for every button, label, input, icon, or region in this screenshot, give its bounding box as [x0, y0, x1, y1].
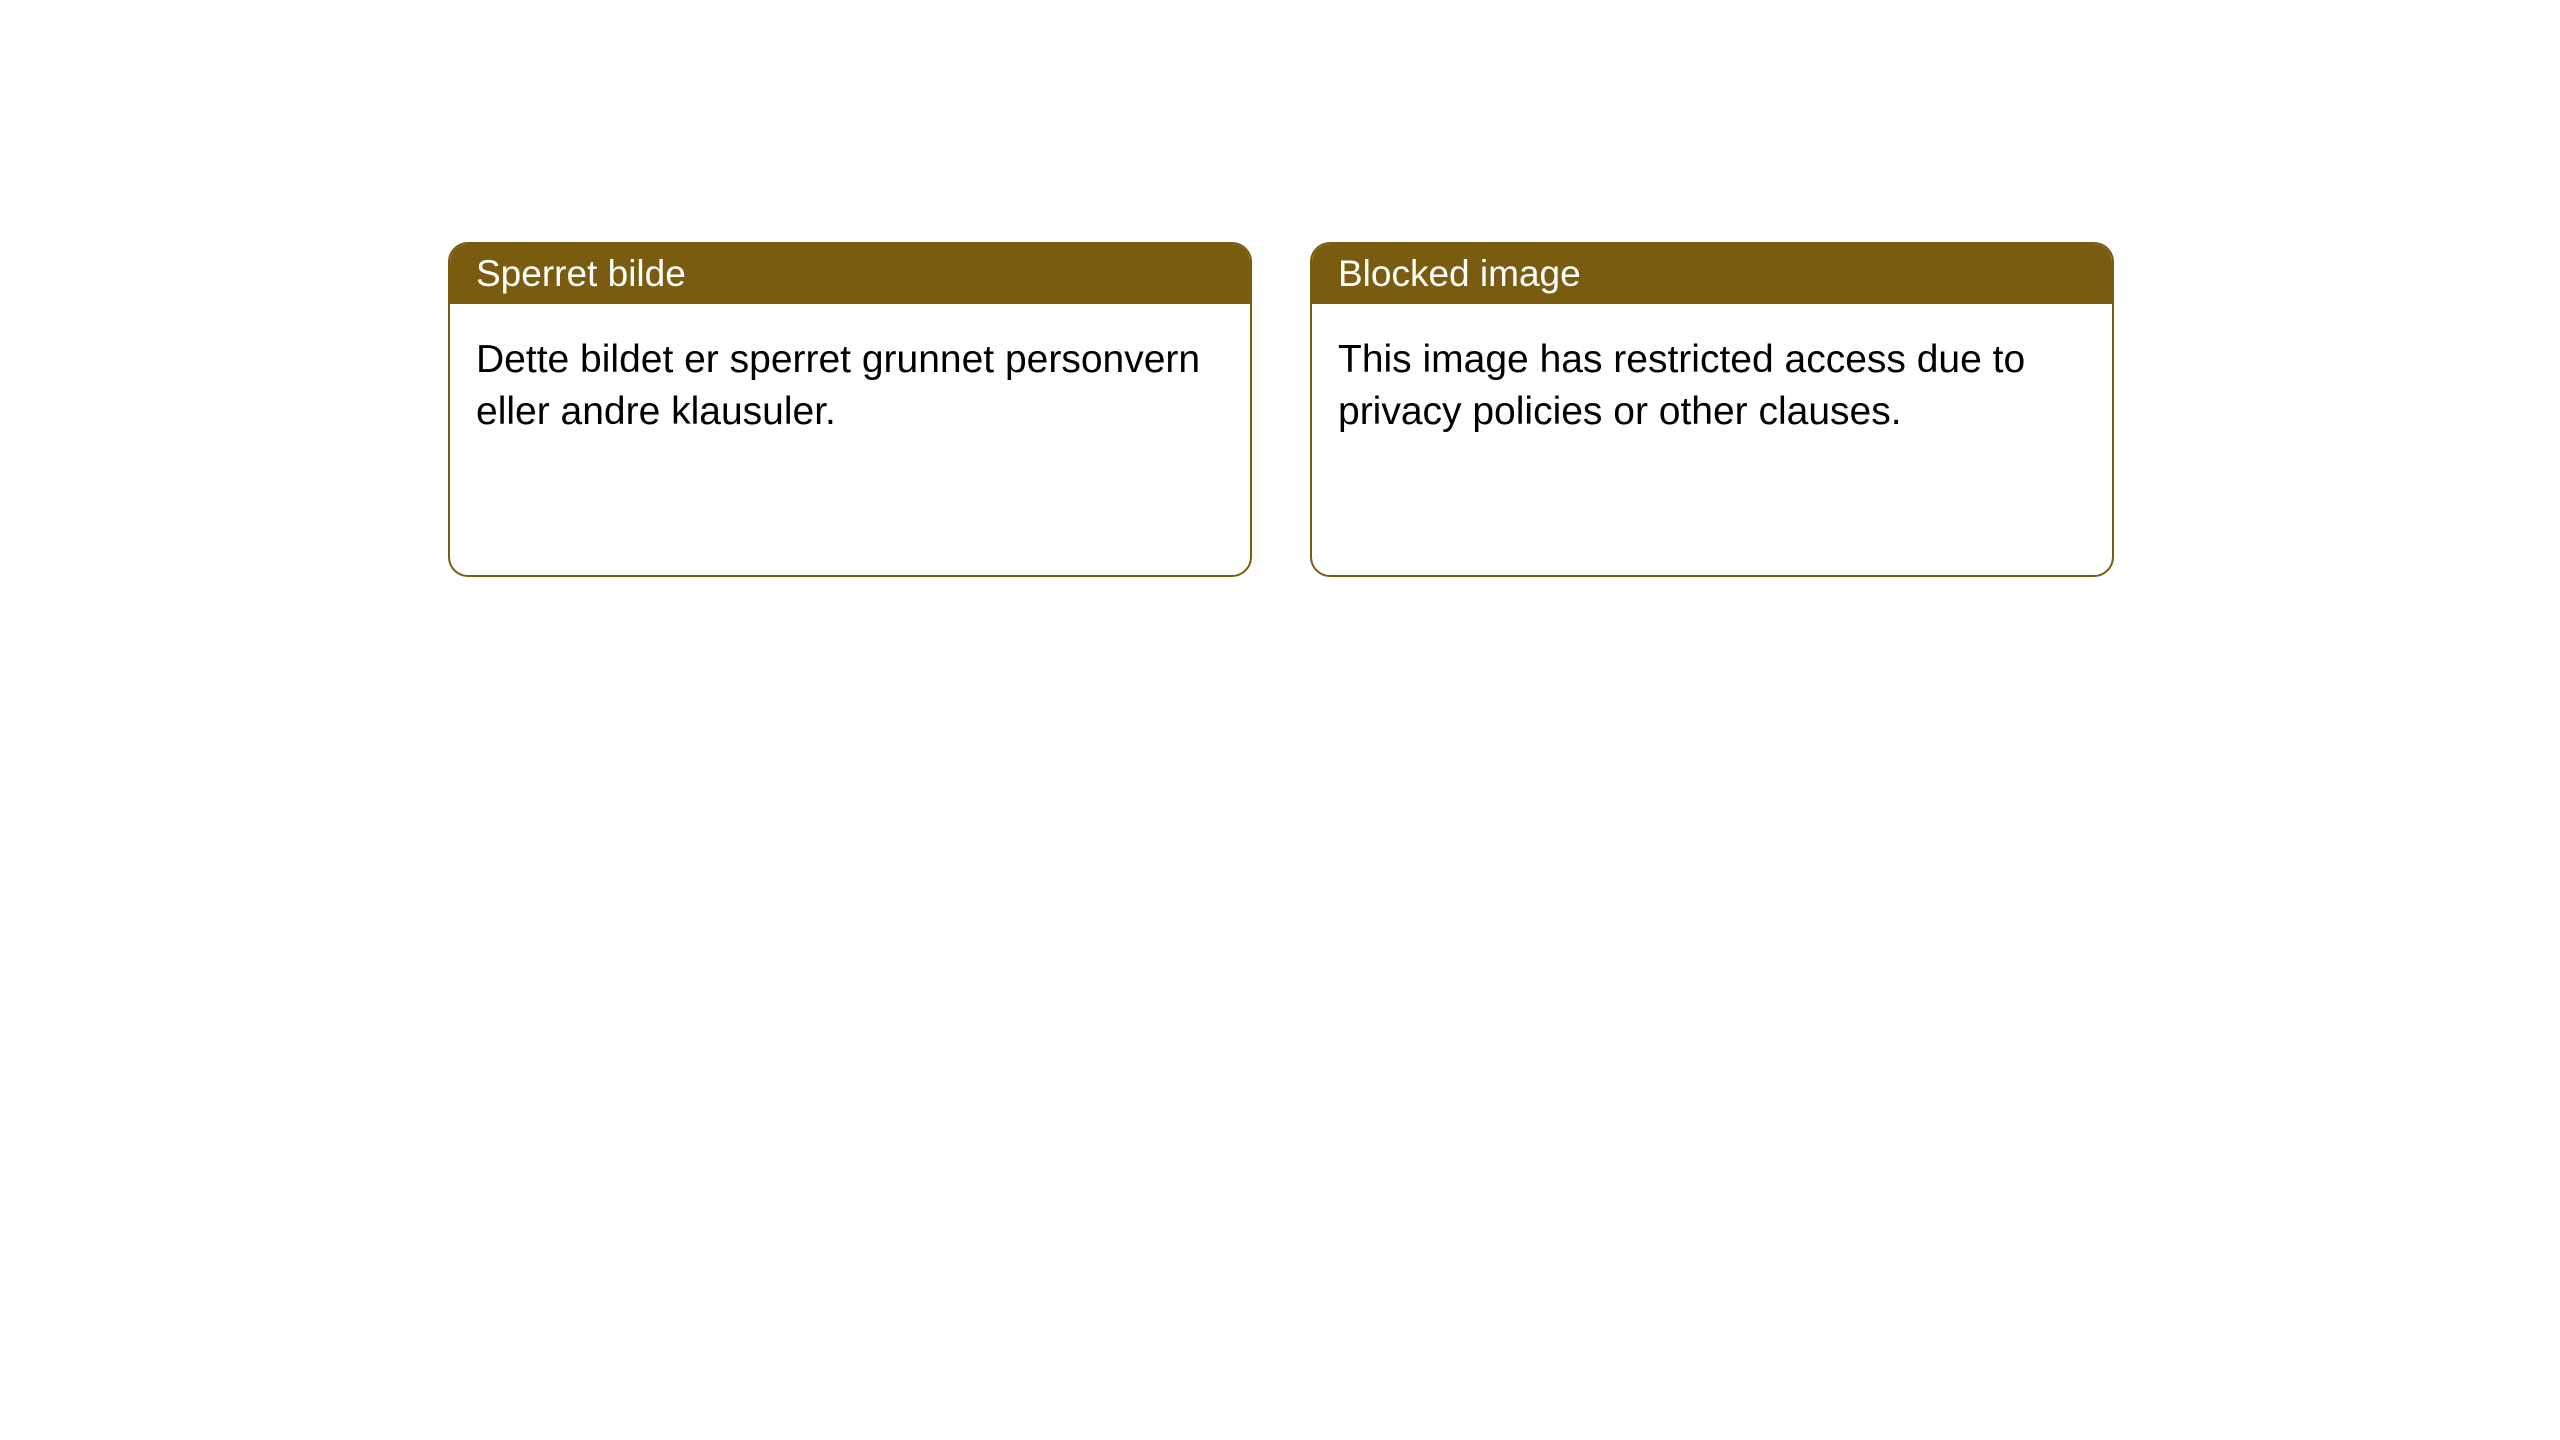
notice-text-norwegian: Dette bildet er sperret grunnet personve… — [476, 338, 1200, 433]
notice-container: Sperret bilde Dette bildet er sperret gr… — [448, 242, 2114, 577]
notice-body-english: This image has restricted access due to … — [1312, 304, 2112, 468]
notice-body-norwegian: Dette bildet er sperret grunnet personve… — [450, 304, 1250, 468]
notice-header-english: Blocked image — [1312, 244, 2112, 304]
notice-title-english: Blocked image — [1338, 253, 1581, 295]
notice-header-norwegian: Sperret bilde — [450, 244, 1250, 304]
notice-text-english: This image has restricted access due to … — [1338, 338, 2025, 433]
notice-title-norwegian: Sperret bilde — [476, 253, 686, 295]
notice-box-norwegian: Sperret bilde Dette bildet er sperret gr… — [448, 242, 1252, 577]
notice-box-english: Blocked image This image has restricted … — [1310, 242, 2114, 577]
